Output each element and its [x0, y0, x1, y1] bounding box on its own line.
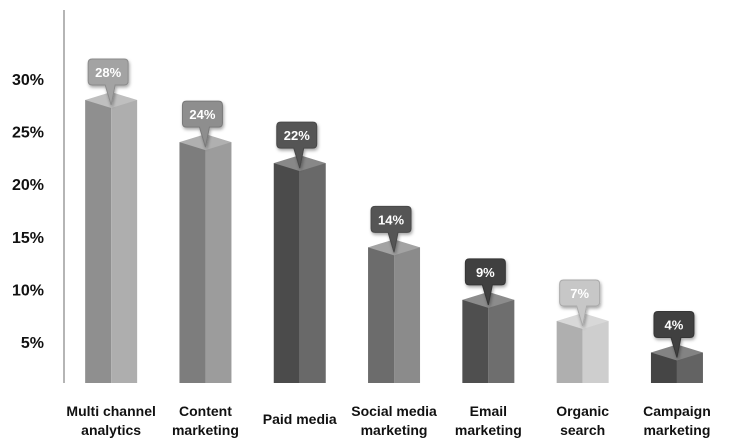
- category-label-line: marketing: [643, 422, 710, 438]
- bar-right-face: [394, 247, 421, 383]
- category-label: Paid media: [263, 411, 337, 427]
- category-label-line: marketing: [172, 422, 239, 438]
- category-label-line: Content: [179, 403, 232, 419]
- bar-right-face: [676, 352, 703, 383]
- bars: [85, 92, 703, 383]
- y-tick-label: 10%: [12, 282, 44, 299]
- callout-shape: [370, 205, 412, 253]
- callout-shape: [653, 311, 695, 358]
- category-label: Content marketing: [172, 403, 239, 438]
- y-tick-label: 5%: [21, 335, 44, 352]
- bar-right-face: [582, 320, 609, 383]
- data-label: 28%: [95, 65, 121, 80]
- category-label-line: Multi channel: [66, 403, 155, 419]
- bar: [179, 134, 232, 383]
- bar-right-face: [299, 163, 326, 383]
- callout-shape: [464, 258, 506, 306]
- callout-shape: [181, 100, 223, 148]
- bar-left-face: [462, 299, 489, 383]
- category-label: Social media marketing: [351, 403, 437, 438]
- data-label-callout: 9%: [464, 258, 506, 306]
- category-label-line: search: [560, 422, 605, 438]
- y-tick-label: 15%: [12, 230, 44, 247]
- data-label: 4%: [665, 318, 684, 333]
- bar-right-face: [205, 142, 232, 383]
- data-label: 24%: [189, 107, 215, 122]
- bar-left-face: [556, 320, 583, 383]
- y-tick-label: 20%: [12, 177, 44, 194]
- data-label-callout: 24%: [181, 100, 223, 148]
- data-label: 9%: [476, 265, 495, 280]
- callout-shape: [87, 58, 129, 106]
- y-tick-label: 30%: [12, 72, 44, 89]
- data-label: 22%: [284, 128, 310, 143]
- category-label-line: marketing: [455, 422, 522, 438]
- category-label-line: Social media: [351, 403, 437, 419]
- bar-left-face: [368, 247, 395, 383]
- bar-left-face: [650, 352, 677, 383]
- data-label-callout: 14%: [370, 205, 412, 253]
- bar: [462, 291, 515, 383]
- data-label-callout: 7%: [559, 279, 601, 327]
- data-labels: 28% 24% 22% 14% 9% 7% 4%: [87, 58, 695, 358]
- category-label: Multi channel analytics: [66, 403, 155, 438]
- bar-left-face: [273, 163, 300, 383]
- bar: [85, 92, 138, 383]
- category-label-line: Organic: [556, 403, 609, 419]
- bar: [368, 239, 421, 383]
- callout-shape: [559, 279, 601, 327]
- category-label: Email marketing: [455, 403, 522, 438]
- bar-left-face: [179, 142, 206, 383]
- data-label-callout: 28%: [87, 58, 129, 106]
- data-label-callout: 4%: [653, 311, 695, 358]
- data-label-callout: 22%: [276, 121, 318, 169]
- category-label-line: Paid media: [263, 411, 337, 427]
- category-label-line: marketing: [361, 422, 428, 438]
- category-labels: Multi channel analytics Content marketing Pa…: [66, 403, 710, 438]
- category-label-line: Campaign: [643, 403, 711, 419]
- bar-left-face: [85, 100, 112, 383]
- bar: [273, 155, 326, 383]
- category-label: Campaign marketing: [643, 403, 711, 438]
- bar-right-face: [111, 100, 138, 383]
- callout-shape: [276, 121, 318, 169]
- data-label: 14%: [378, 212, 404, 227]
- category-label-line: Email: [470, 403, 507, 419]
- y-tick-label: 25%: [12, 125, 44, 142]
- category-label: Organic search: [556, 403, 609, 438]
- data-label: 7%: [570, 286, 589, 301]
- y-axis-ticks: 5% 10% 15% 20% 25% 30%: [12, 72, 44, 352]
- category-label-line: analytics: [81, 422, 141, 438]
- bar-right-face: [488, 299, 515, 383]
